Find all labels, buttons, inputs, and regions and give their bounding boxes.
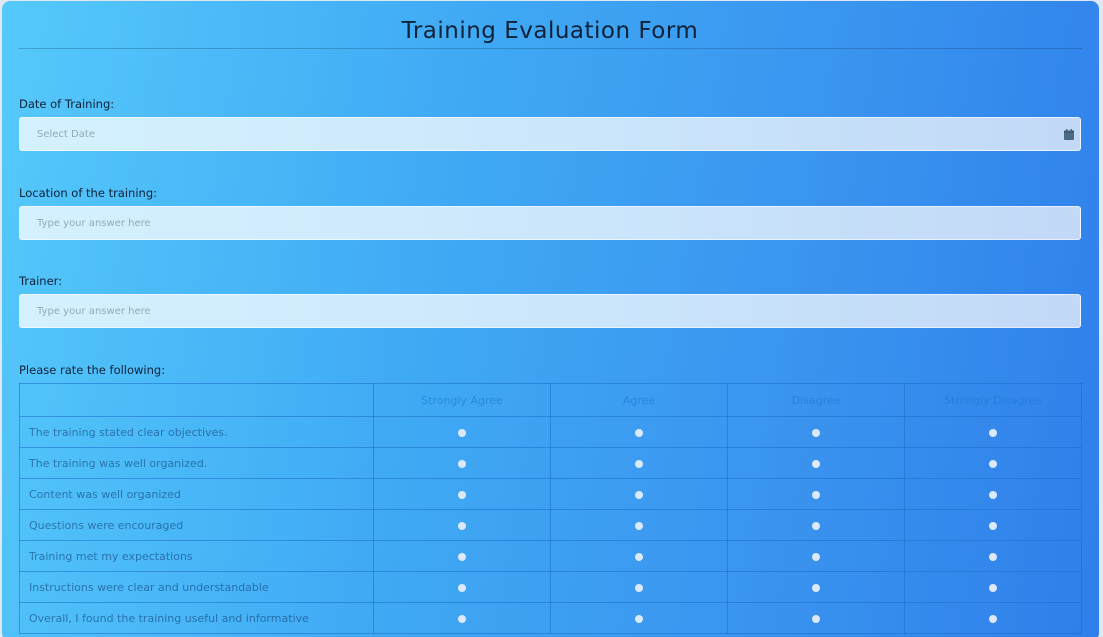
rating-row-label: The training was well organized. bbox=[19, 447, 374, 479]
radio-button[interactable] bbox=[458, 584, 466, 592]
radio-button[interactable] bbox=[458, 429, 466, 437]
location-placeholder: Type your answer here bbox=[37, 218, 151, 229]
radio-button[interactable] bbox=[989, 553, 997, 561]
radio-button[interactable] bbox=[989, 615, 997, 623]
radio-cell[interactable] bbox=[550, 478, 728, 510]
radio-cell[interactable] bbox=[727, 602, 905, 634]
radio-cell[interactable] bbox=[727, 509, 905, 541]
radio-button[interactable] bbox=[989, 460, 997, 468]
radio-cell[interactable] bbox=[373, 416, 551, 448]
rating-row: The training was well organized. bbox=[19, 447, 1082, 479]
radio-button[interactable] bbox=[458, 491, 466, 499]
radio-button[interactable] bbox=[458, 553, 466, 561]
radio-button[interactable] bbox=[458, 522, 466, 530]
radio-cell[interactable] bbox=[373, 602, 551, 634]
radio-cell[interactable] bbox=[727, 571, 905, 603]
trainer-input[interactable]: Type your answer here bbox=[19, 294, 1081, 328]
rating-row: Overall, I found the training useful and… bbox=[19, 602, 1082, 634]
radio-cell[interactable] bbox=[727, 540, 905, 572]
radio-button[interactable] bbox=[635, 584, 643, 592]
trainer-label: Trainer: bbox=[19, 274, 63, 288]
rating-row-label: Content was well organized bbox=[19, 478, 374, 510]
radio-cell[interactable] bbox=[727, 416, 905, 448]
rating-row-label: Training met my expectations bbox=[19, 540, 374, 572]
rating-row-label: The training stated clear objectives. bbox=[19, 416, 374, 448]
rating-row-label: Instructions were clear and understandab… bbox=[19, 571, 374, 603]
radio-cell[interactable] bbox=[904, 416, 1082, 448]
rating-label: Please rate the following: bbox=[19, 363, 166, 377]
rating-row-label: Questions were encouraged bbox=[19, 509, 374, 541]
radio-cell[interactable] bbox=[373, 571, 551, 603]
rating-row: The training stated clear objectives. bbox=[19, 416, 1082, 448]
radio-button[interactable] bbox=[989, 491, 997, 499]
radio-button[interactable] bbox=[812, 615, 820, 623]
radio-cell[interactable] bbox=[904, 509, 1082, 541]
form-title: Training Evaluation Form bbox=[18, 15, 1082, 49]
radio-cell[interactable] bbox=[727, 447, 905, 479]
radio-button[interactable] bbox=[635, 460, 643, 468]
date-input[interactable]: Select Date bbox=[19, 117, 1081, 151]
radio-cell[interactable] bbox=[904, 602, 1082, 634]
radio-cell[interactable] bbox=[373, 447, 551, 479]
column-agree: Agree bbox=[550, 383, 728, 417]
radio-cell[interactable] bbox=[904, 540, 1082, 572]
trainer-placeholder: Type your answer here bbox=[37, 306, 151, 317]
radio-button[interactable] bbox=[458, 615, 466, 623]
radio-button[interactable] bbox=[635, 522, 643, 530]
radio-button[interactable] bbox=[635, 429, 643, 437]
radio-button[interactable] bbox=[458, 460, 466, 468]
rating-row: Questions were encouraged bbox=[19, 509, 1082, 541]
radio-cell[interactable] bbox=[904, 571, 1082, 603]
radio-button[interactable] bbox=[989, 584, 997, 592]
radio-button[interactable] bbox=[812, 491, 820, 499]
location-label: Location of the training: bbox=[19, 186, 157, 200]
radio-cell[interactable] bbox=[550, 509, 728, 541]
radio-cell[interactable] bbox=[550, 416, 728, 448]
radio-cell[interactable] bbox=[550, 602, 728, 634]
rating-row: Instructions were clear and understandab… bbox=[19, 571, 1082, 603]
radio-button[interactable] bbox=[812, 429, 820, 437]
radio-cell[interactable] bbox=[373, 509, 551, 541]
rating-row: Content was well organized bbox=[19, 478, 1082, 510]
radio-button[interactable] bbox=[812, 522, 820, 530]
radio-cell[interactable] bbox=[904, 447, 1082, 479]
radio-button[interactable] bbox=[989, 429, 997, 437]
radio-cell[interactable] bbox=[373, 478, 551, 510]
column-strongly-disagree: Strongly Disagree bbox=[904, 383, 1082, 417]
radio-button[interactable] bbox=[812, 460, 820, 468]
rating-header-row: Strongly Agree Agree Disagree Strongly D… bbox=[19, 383, 1082, 417]
column-disagree: Disagree bbox=[727, 383, 905, 417]
radio-button[interactable] bbox=[635, 553, 643, 561]
radio-button[interactable] bbox=[989, 522, 997, 530]
radio-cell[interactable] bbox=[373, 540, 551, 572]
rating-row-label: Overall, I found the training useful and… bbox=[19, 602, 374, 634]
radio-button[interactable] bbox=[635, 491, 643, 499]
radio-button[interactable] bbox=[812, 553, 820, 561]
radio-cell[interactable] bbox=[904, 478, 1082, 510]
date-placeholder: Select Date bbox=[37, 129, 95, 140]
calendar-icon[interactable] bbox=[1064, 129, 1074, 140]
radio-cell[interactable] bbox=[550, 540, 728, 572]
date-label: Date of Training: bbox=[19, 97, 115, 111]
radio-button[interactable] bbox=[635, 615, 643, 623]
radio-cell[interactable] bbox=[550, 571, 728, 603]
radio-cell[interactable] bbox=[550, 447, 728, 479]
location-input[interactable]: Type your answer here bbox=[19, 206, 1081, 240]
radio-button[interactable] bbox=[812, 584, 820, 592]
rating-row: Training met my expectations bbox=[19, 540, 1082, 572]
column-strongly-agree: Strongly Agree bbox=[373, 383, 551, 417]
rating-header-empty bbox=[19, 383, 374, 417]
radio-cell[interactable] bbox=[727, 478, 905, 510]
rating-grid: Strongly Agree Agree Disagree Strongly D… bbox=[19, 383, 1082, 634]
